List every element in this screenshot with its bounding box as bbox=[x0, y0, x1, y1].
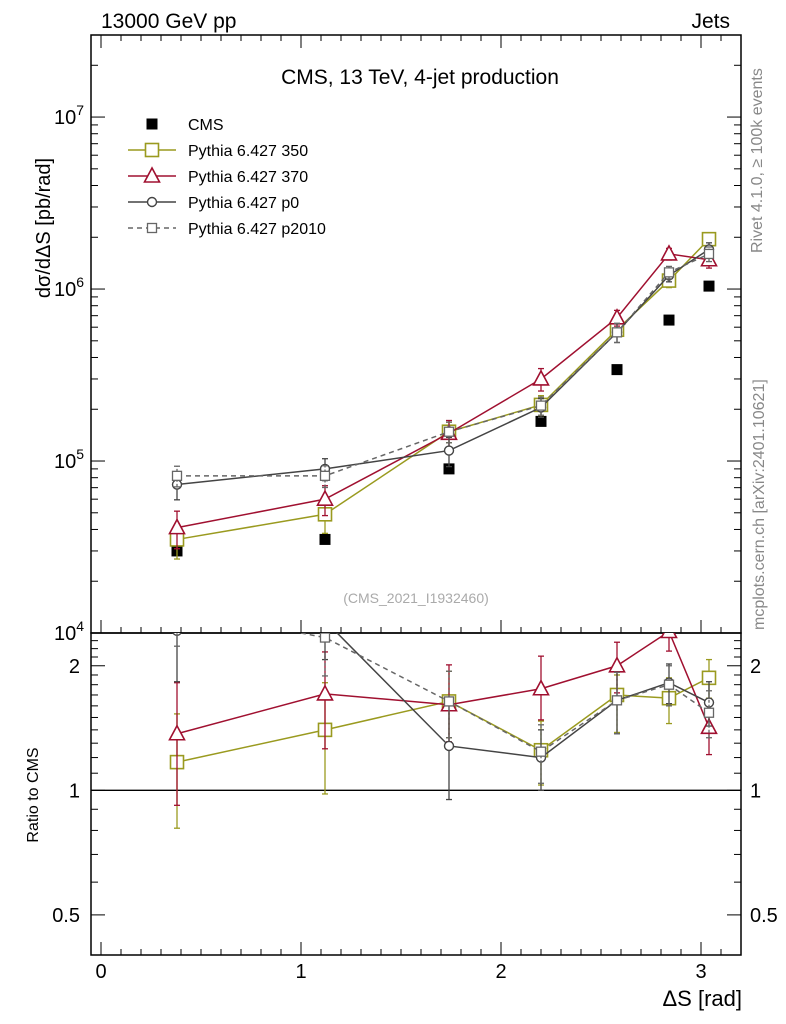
y-tick-label: 104 bbox=[54, 618, 84, 645]
data-point-pythia-6-427-p0 bbox=[443, 445, 455, 456]
data-point-cms bbox=[611, 364, 623, 376]
y-tick-label: 106 bbox=[54, 274, 84, 301]
data-point-cms bbox=[703, 280, 715, 292]
legend-marker-pythia-6-427-p0 bbox=[146, 196, 158, 208]
x-axis-label: ΔS [rad] bbox=[662, 986, 742, 1011]
y-tick-label: 107 bbox=[54, 102, 84, 129]
ratio-point-pythia-6-427-p2010 bbox=[663, 679, 675, 690]
ratio-tick-label: 2 bbox=[69, 656, 80, 678]
data-point-pythia-6-427-370 bbox=[660, 244, 678, 261]
data-point-pythia-6-427-p2010 bbox=[443, 426, 455, 437]
header-right: Jets bbox=[691, 10, 730, 33]
ratio-error-bar-pythia-6-427-p2010 bbox=[174, 633, 180, 647]
y-axis-label-ratio: Ratio to CMS bbox=[25, 747, 42, 842]
data-point-pythia-6-427-p2010 bbox=[319, 470, 331, 481]
ratio-line-pythia-6-427-p0 bbox=[336, 633, 710, 759]
ratio-error-bar-pythia-6-427-p2010 bbox=[446, 670, 452, 739]
ratio-error-bar-pythia-6-427-p2010 bbox=[322, 633, 328, 677]
y-axis-label-main: dσ/dΔS [pb/rad] bbox=[33, 158, 55, 298]
ratio-frame bbox=[90, 632, 742, 956]
ratio-point-pythia-6-427-370 bbox=[532, 679, 550, 696]
header-left: 13000 GeV pp bbox=[101, 10, 236, 33]
ratio-point-pythia-6-427-p0 bbox=[443, 740, 455, 752]
x-tick-label: 0 bbox=[95, 961, 106, 983]
ratio-error-bar-pythia-6-427-p0 bbox=[446, 704, 452, 801]
ratio-point-pythia-6-427-p2010 bbox=[535, 746, 547, 757]
ratio-error-bar-pythia-6-427-p2010 bbox=[706, 690, 712, 739]
ratio-tick-label-right: 2 bbox=[750, 656, 761, 678]
data-point-cms bbox=[535, 415, 547, 427]
ratio-point-pythia-6-427-370 bbox=[168, 724, 186, 741]
ratio-tick-label-right: 0.5 bbox=[750, 905, 778, 927]
ratio-plot-area bbox=[168, 605, 718, 829]
ratio-line-pythia-6-427-350 bbox=[176, 677, 710, 763]
legend-label-pythia-6-427-370: Pythia 6.427 370 bbox=[188, 169, 308, 186]
data-point-pythia-6-427-p2010 bbox=[171, 470, 183, 481]
data-point-pythia-6-427-370 bbox=[532, 369, 550, 386]
mcplots-label: mcplots.cern.ch [arXiv:2401.10621] bbox=[751, 379, 768, 630]
legend-marker-pythia-6-427-p2010 bbox=[146, 222, 158, 234]
rivet-label: Rivet 4.1.0, ≥ 100k events bbox=[749, 68, 766, 253]
data-point-cms bbox=[443, 463, 455, 475]
data-point-pythia-6-427-p2010 bbox=[663, 267, 675, 278]
ratio-line-pythia-6-427-370 bbox=[176, 633, 710, 735]
ratio-tick-label: 1 bbox=[69, 780, 80, 802]
series-line-pythia-6-427-370 bbox=[176, 253, 710, 529]
data-point-cms bbox=[319, 533, 331, 545]
ratio-error-bar-pythia-6-427-370 bbox=[174, 682, 180, 806]
ratio-point-pythia-6-427-370 bbox=[316, 684, 334, 701]
data-point-cms bbox=[663, 314, 675, 326]
ratio-point-pythia-6-427-370 bbox=[660, 633, 678, 639]
chart-title: CMS, 13 TeV, 4-jet production bbox=[281, 66, 559, 89]
series-line-pythia-6-427-p2010 bbox=[177, 253, 710, 477]
x-tick-label: 3 bbox=[695, 961, 706, 983]
error-bar-pythia-6-427-p2010 bbox=[538, 396, 544, 416]
ratio-tick-label-right: 1 bbox=[750, 780, 761, 802]
data-point-pythia-6-427-p2010 bbox=[611, 327, 623, 338]
ratio-point-pythia-6-427-p0 bbox=[321, 616, 330, 625]
legend-label-pythia-6-427-p2010: Pythia 6.427 p2010 bbox=[188, 221, 326, 238]
main-plot-area bbox=[168, 231, 718, 560]
ratio-error-bar-pythia-6-427-p2010 bbox=[538, 724, 544, 784]
data-point-pythia-6-427-370 bbox=[316, 489, 334, 506]
legend-label-pythia-6-427-p0: Pythia 6.427 p0 bbox=[188, 195, 299, 212]
ratio-point-pythia-6-427-p2010 bbox=[443, 696, 455, 707]
ratio-error-bar-pythia-6-427-370 bbox=[666, 633, 672, 652]
legend-marker-cms bbox=[146, 118, 158, 130]
ratio-point-pythia-6-427-p2010 bbox=[319, 633, 331, 643]
series-line-pythia-6-427-350 bbox=[176, 238, 710, 541]
legend-marker-pythia-6-427-350 bbox=[144, 142, 160, 158]
series-line-pythia-6-427-p0 bbox=[176, 248, 710, 486]
legend-marker-pythia-6-427-370 bbox=[143, 166, 161, 183]
data-point-pythia-6-427-p2010 bbox=[703, 248, 715, 260]
legend-label-pythia-6-427-350: Pythia 6.427 350 bbox=[188, 143, 308, 160]
ratio-tick-label: 0.5 bbox=[52, 905, 80, 927]
ratio-point-pythia-6-427-370 bbox=[608, 656, 626, 673]
ratio-point-pythia-6-427-p2010 bbox=[703, 707, 715, 718]
legend-label-cms: CMS bbox=[188, 117, 224, 134]
x-tick-label: 2 bbox=[495, 961, 506, 983]
error-bar-pythia-6-427-p2010 bbox=[614, 322, 620, 344]
legend: CMS Pythia 6.427 350 Pythia 6.427 370 Pythi… bbox=[128, 117, 326, 238]
y-tick-label: 105 bbox=[54, 446, 84, 473]
ratio-point-pythia-6-427-p2010 bbox=[611, 695, 623, 706]
x-tick-label: 1 bbox=[295, 961, 306, 983]
ratio-line-pythia-6-427-p2010 bbox=[296, 633, 710, 753]
data-point-pythia-6-427-p2010 bbox=[535, 400, 547, 411]
ratio-error-bar-pythia-6-427-p0 bbox=[174, 633, 180, 683]
data-point-pythia-6-427-370 bbox=[168, 517, 186, 535]
analysis-id: (CMS_2021_I1932460) bbox=[343, 590, 489, 606]
ratio-point-pythia-6-427-p2010 bbox=[173, 605, 182, 614]
